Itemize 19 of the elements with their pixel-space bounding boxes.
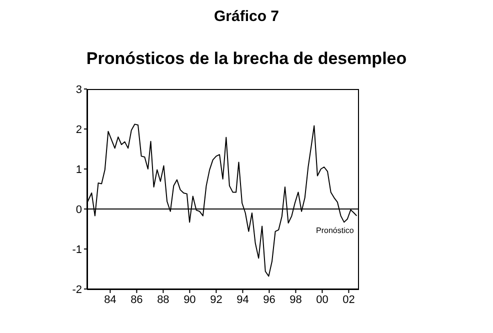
y-tick-label: 2: [76, 124, 82, 136]
annotation: Pronóstico: [316, 226, 354, 235]
x-tick-label: 02: [342, 294, 355, 306]
x-tick-label: 98: [290, 294, 302, 306]
x-tick-label: 84: [104, 294, 116, 306]
chart-title: Gráfico 7: [212, 8, 280, 25]
x-tick-label: 94: [236, 294, 249, 306]
y-tick-label: 3: [76, 84, 82, 96]
y-tick-label: 0: [76, 204, 82, 216]
x-tick-label: 88: [157, 294, 170, 306]
x-tick-label: 90: [184, 294, 196, 306]
x-tick-label: 96: [263, 294, 276, 306]
chart-subtitle: Pronósticos de la brecha de desempleo: [85, 49, 408, 69]
x-tick-label: 92: [210, 294, 222, 306]
y-tick-label: -1: [72, 244, 82, 256]
x-tick-label: 00: [316, 294, 328, 306]
y-tick-label: -2: [72, 284, 82, 296]
y-tick-label: 1: [76, 164, 82, 176]
x-tick-label: 86: [130, 294, 143, 306]
